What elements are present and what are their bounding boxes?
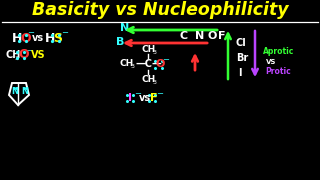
Text: vs: vs [139,93,151,103]
Text: N: N [120,23,129,33]
Text: Aprotic: Aprotic [263,48,294,57]
Text: −: − [134,89,141,98]
Text: −: − [61,28,68,37]
Text: O: O [20,31,31,44]
Text: 3: 3 [131,64,135,69]
Text: −: − [162,55,169,64]
Text: B: B [116,37,124,47]
Text: CH: CH [142,46,156,55]
Text: Protic: Protic [265,68,291,76]
Text: N: N [195,31,204,41]
Text: F: F [150,93,157,103]
Text: N: N [21,87,28,96]
Text: O: O [155,59,164,69]
Text: Cl: Cl [236,38,247,48]
Text: −: − [27,28,34,37]
Text: Br: Br [236,53,248,63]
Text: CH: CH [5,50,20,60]
Text: H: H [12,31,22,44]
Text: Basicity vs Nucleophilicity: Basicity vs Nucleophilicity [32,1,288,19]
Text: VS: VS [266,59,276,65]
Text: C: C [180,31,188,41]
Text: 3: 3 [153,51,157,55]
Text: VS: VS [31,50,46,60]
Text: N: N [11,87,18,96]
Text: O: O [207,31,216,41]
Text: F: F [218,31,226,41]
Text: I: I [238,68,242,78]
Text: O: O [18,48,28,62]
Text: −: − [156,89,163,98]
Text: 3: 3 [153,80,157,84]
Text: −: − [26,46,33,55]
Text: H: H [45,31,55,44]
Text: S: S [53,31,62,44]
Text: I: I [128,93,132,103]
Text: CH: CH [120,60,134,69]
Text: vs: vs [32,33,44,43]
Text: —C—: —C— [135,59,162,69]
Text: 3: 3 [15,55,19,60]
Text: CH: CH [142,75,156,84]
